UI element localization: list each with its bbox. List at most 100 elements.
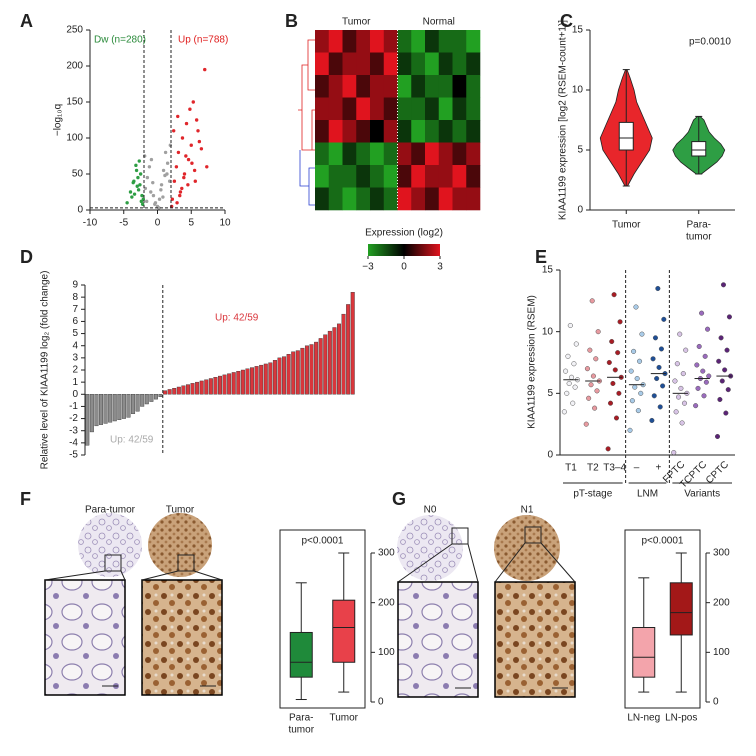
- y-tick-label: 200: [378, 597, 395, 608]
- point: [199, 147, 204, 151]
- y-tick-label: 100: [378, 647, 395, 658]
- heatmap-cell: [466, 30, 481, 53]
- point: [193, 179, 197, 183]
- point: [568, 374, 575, 380]
- bar: [300, 347, 305, 395]
- point: [163, 173, 167, 178]
- y-axis-label: KIAA1199 expression (RSEM): [527, 295, 538, 429]
- x-tick-label: T1: [565, 463, 577, 474]
- bar: [89, 394, 94, 433]
- point: [633, 304, 639, 310]
- heatmap-cell: [397, 142, 412, 166]
- inset: [524, 526, 542, 544]
- y-tick-label: 1: [72, 377, 78, 388]
- point: [157, 206, 161, 210]
- point: [631, 348, 637, 354]
- ihc-images: [44, 513, 576, 698]
- y-tick-label: 0: [77, 205, 83, 216]
- heatmap-cell: [411, 52, 426, 76]
- point: [634, 375, 640, 382]
- bar: [94, 394, 99, 427]
- bar: [295, 350, 300, 395]
- bar: [350, 292, 355, 395]
- y-tick-label: 0: [72, 389, 78, 400]
- y-axis-label: KIAA1199 expression [log2 (RSEM-count+1)…: [558, 20, 569, 220]
- point: [561, 409, 567, 415]
- heatmap-cell: [342, 30, 357, 53]
- heatmap-cell: [328, 120, 343, 143]
- point: [627, 427, 633, 433]
- point: [615, 350, 621, 356]
- x-tick-label: +: [656, 463, 662, 474]
- heatmap-cell: [315, 97, 330, 121]
- point: [182, 172, 187, 176]
- heatmap-cell: [356, 30, 371, 53]
- heatmap-cell: [356, 52, 371, 76]
- y-tick-label: 100: [66, 133, 83, 144]
- point: [161, 195, 165, 199]
- annotation: Up: 42/59: [110, 435, 154, 446]
- bar: [272, 360, 277, 395]
- heatmap-cell: [438, 142, 453, 166]
- bar: [231, 372, 236, 395]
- point: [655, 285, 661, 292]
- point: [613, 415, 620, 421]
- y-tick-label: 10: [542, 326, 554, 337]
- heatmap-cell: [342, 97, 357, 121]
- bar: [240, 369, 245, 395]
- point: [584, 366, 590, 372]
- heatmap-cell: [438, 52, 453, 76]
- heatmap-cell: [397, 165, 412, 188]
- point: [658, 346, 664, 352]
- image-label: N0: [424, 505, 437, 516]
- colorbar-tick-label: 3: [437, 262, 443, 273]
- point: [567, 322, 573, 329]
- point: [138, 183, 142, 187]
- heatmap-cell: [411, 142, 426, 166]
- heatmap-cell: [452, 97, 467, 121]
- heatmap-cell: [315, 75, 330, 98]
- point: [184, 154, 188, 158]
- heatmap-cell: [425, 52, 440, 76]
- image-label: Tumor: [166, 505, 195, 516]
- group-label: LNM: [637, 489, 658, 500]
- y-tick-label: 3: [72, 352, 78, 363]
- zoom-image: [494, 581, 576, 698]
- heatmap-cell: [425, 165, 440, 188]
- point: [149, 157, 154, 162]
- point: [718, 335, 724, 341]
- point: [188, 107, 192, 111]
- x-tick-label: CPTC: [704, 459, 731, 486]
- bar: [204, 379, 209, 395]
- point: [180, 186, 184, 191]
- bar: [263, 363, 268, 395]
- heatmap-cell: [342, 165, 357, 188]
- point: [693, 403, 699, 409]
- point: [140, 193, 144, 198]
- point: [134, 168, 139, 173]
- point: [609, 338, 615, 345]
- point: [592, 405, 598, 411]
- annotation: p<0.0001: [302, 536, 344, 547]
- heatmap-cell: [425, 187, 440, 211]
- box: [669, 582, 693, 636]
- point: [176, 114, 180, 119]
- heatmap-cell: [328, 97, 343, 121]
- point: [725, 387, 731, 393]
- bar: [144, 394, 149, 405]
- heatmap-cell: [328, 142, 343, 166]
- point: [703, 379, 709, 385]
- bar: [336, 323, 341, 395]
- y-tick-label: 250: [66, 25, 83, 36]
- heatmap-cell: [328, 165, 343, 188]
- panel-letter: E: [535, 247, 547, 267]
- point: [149, 190, 153, 194]
- point: [638, 390, 644, 396]
- zoom-line: [44, 570, 106, 581]
- point: [138, 172, 143, 176]
- point: [677, 331, 683, 337]
- heatmap-cell: [328, 30, 343, 53]
- y-tick-label: 200: [66, 61, 83, 72]
- point: [632, 384, 638, 390]
